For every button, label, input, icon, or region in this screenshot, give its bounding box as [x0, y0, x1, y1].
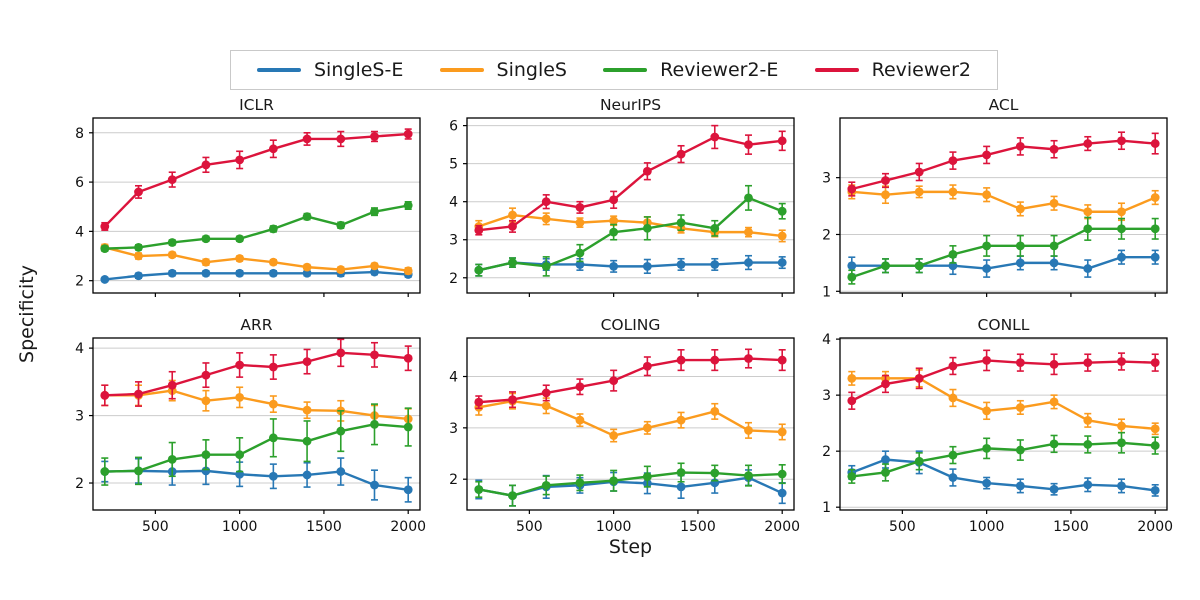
legend-item-reviewer2-e: Reviewer2-E [603, 58, 779, 81]
svg-text:3: 3 [822, 388, 831, 404]
svg-text:500: 500 [889, 519, 916, 535]
panel-chart-neurips: 2 3 4 5 6 [449, 117, 795, 297]
panel-chart-coling: 500 1000 1500 2000 2 3 4 [449, 337, 800, 535]
svg-text:4: 4 [75, 341, 84, 357]
svg-text:2: 2 [822, 227, 831, 243]
svg-text:1000: 1000 [222, 519, 258, 535]
svg-text:1000: 1000 [969, 519, 1005, 535]
x-axis-label: Step [608, 536, 653, 558]
svg-text:2000: 2000 [390, 519, 426, 535]
legend-line-swatch-reviewer2 [814, 68, 859, 72]
svg-text:500: 500 [142, 519, 169, 535]
svg-text:3: 3 [449, 421, 458, 437]
svg-text:1500: 1500 [1053, 519, 1089, 535]
svg-text:2: 2 [449, 271, 458, 287]
svg-text:2: 2 [75, 476, 84, 492]
legend-label: Reviewer2 [871, 58, 971, 81]
legend-label: SingleS [496, 58, 567, 81]
legend-item-singles-e: SingleS-E [257, 58, 404, 81]
legend: SingleS-E SingleS Reviewer2-E Reviewer2 [230, 50, 998, 90]
legend-line-swatch-singles-e [257, 68, 301, 72]
svg-text:6: 6 [449, 119, 458, 135]
y-axis-label: Specificity [16, 265, 38, 363]
panel-title-coling: COLING [600, 316, 661, 334]
svg-text:2000: 2000 [764, 519, 800, 535]
panel-title-iclr: ICLR [239, 96, 274, 114]
svg-text:2000: 2000 [1137, 519, 1173, 535]
svg-text:4: 4 [75, 224, 84, 240]
svg-text:2: 2 [822, 444, 831, 460]
svg-text:1500: 1500 [680, 519, 716, 535]
panel-chart-conll: 500 1000 1500 2000 1 2 3 4 [822, 332, 1173, 535]
svg-text:4: 4 [822, 332, 831, 348]
svg-text:6: 6 [75, 175, 84, 191]
svg-text:1500: 1500 [306, 519, 342, 535]
svg-text:4: 4 [449, 370, 458, 386]
svg-text:5: 5 [449, 157, 458, 173]
svg-text:4: 4 [449, 195, 458, 211]
svg-text:3: 3 [822, 171, 831, 187]
legend-label: SingleS-E [314, 58, 404, 81]
legend-item-singles: SingleS [439, 58, 567, 81]
legend-line-swatch-reviewer2-e [603, 68, 648, 72]
svg-text:3: 3 [75, 409, 84, 425]
svg-text:500: 500 [516, 519, 543, 535]
legend-label: Reviewer2-E [660, 58, 779, 81]
panel-title-acl: ACL [988, 96, 1019, 114]
svg-text:8: 8 [75, 126, 84, 142]
legend-item-reviewer2: Reviewer2 [814, 58, 971, 81]
svg-text:1: 1 [822, 284, 831, 300]
panel-chart-acl: 1 2 3 [822, 117, 1168, 300]
svg-text:3: 3 [449, 233, 458, 249]
svg-text:1: 1 [822, 500, 831, 516]
panel-title-conll: CONLL [977, 316, 1030, 334]
panel-chart-arr: 500 1000 1500 2000 2 3 4 [75, 337, 426, 535]
panel-title-neurips: NeurIPS [599, 96, 662, 114]
legend-line-swatch-singles [439, 68, 484, 72]
svg-text:2: 2 [449, 472, 458, 488]
svg-text:1000: 1000 [596, 519, 632, 535]
panel-chart-iclr: 2 4 6 8 [75, 117, 421, 297]
panel-title-arr: ARR [240, 316, 273, 334]
svg-text:2: 2 [75, 274, 84, 290]
